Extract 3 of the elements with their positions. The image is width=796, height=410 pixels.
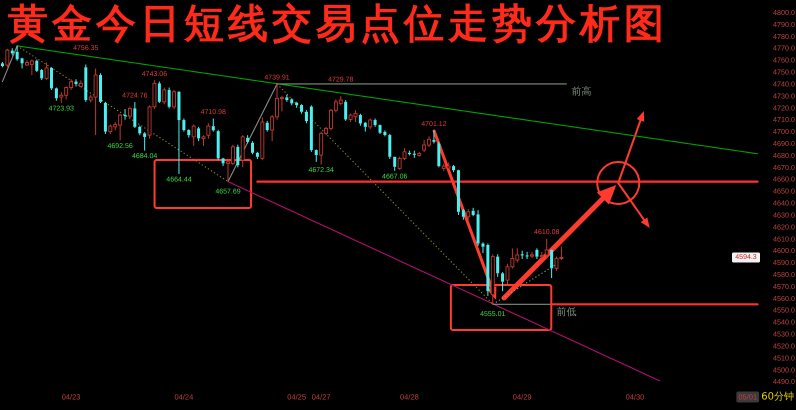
legend-前高: 前高 [571, 86, 592, 98]
legend-前低: 前低 [556, 306, 577, 318]
period: 60分钟 [761, 392, 794, 402]
